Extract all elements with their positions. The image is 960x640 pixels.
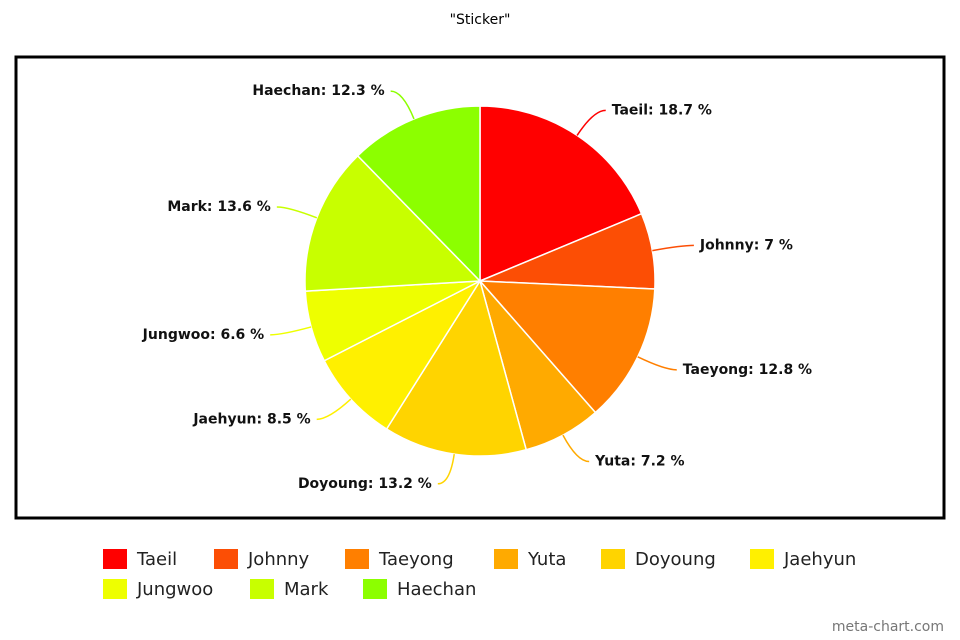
watermark: meta-chart.com bbox=[832, 619, 944, 635]
legend-label: Taeil bbox=[136, 549, 177, 570]
leader-line bbox=[652, 244, 694, 252]
legend-label: Yuta bbox=[527, 549, 566, 570]
legend-swatch bbox=[750, 549, 774, 569]
leader-line bbox=[316, 398, 352, 421]
data-label: Johnny: 7 % bbox=[699, 237, 793, 253]
legend-swatch bbox=[103, 549, 127, 569]
legend-swatch bbox=[214, 549, 238, 569]
pie-slice bbox=[385, 279, 528, 457]
legend-swatch bbox=[601, 549, 625, 569]
legend-label: Jaehyun bbox=[783, 549, 856, 570]
pie-slice bbox=[478, 280, 656, 414]
data-label: Yuta: 7.2 % bbox=[594, 454, 684, 470]
legend-label: Johnny bbox=[247, 549, 310, 570]
legend-label: Mark bbox=[284, 579, 329, 600]
data-label: Jungwoo: 6.6 % bbox=[142, 327, 265, 343]
leader-line bbox=[437, 453, 455, 485]
leader-line bbox=[637, 356, 677, 371]
pie-slice bbox=[323, 279, 483, 431]
legend-label: Taeyong bbox=[378, 549, 454, 570]
legend-swatch bbox=[494, 549, 518, 569]
legend-label: Doyoung bbox=[635, 549, 716, 570]
legend-label: Haechan bbox=[397, 579, 476, 600]
legend-swatch bbox=[250, 579, 274, 599]
leader-line bbox=[276, 206, 318, 219]
legend-swatch bbox=[363, 579, 387, 599]
data-label: Jaehyun: 8.5 % bbox=[192, 411, 310, 427]
leader-line bbox=[390, 90, 415, 120]
pie-slice bbox=[479, 105, 643, 283]
data-label: Mark: 13.6 % bbox=[167, 199, 271, 215]
legend-swatch bbox=[103, 579, 127, 599]
leader-line bbox=[562, 434, 590, 463]
legend-label: Jungwoo bbox=[136, 579, 213, 600]
data-label: Doyoung: 13.2 % bbox=[298, 476, 432, 492]
data-label: Haechan: 12.3 % bbox=[252, 83, 384, 99]
data-label: Taeil: 18.7 % bbox=[612, 102, 712, 118]
leader-line bbox=[270, 326, 312, 336]
pie-slice bbox=[304, 154, 482, 292]
pie-slice bbox=[356, 105, 481, 283]
data-label: Taeyong: 12.8 % bbox=[683, 362, 812, 378]
legend-swatch bbox=[345, 549, 369, 569]
leader-line bbox=[576, 109, 606, 136]
chart-title: "Sticker" bbox=[450, 12, 511, 28]
